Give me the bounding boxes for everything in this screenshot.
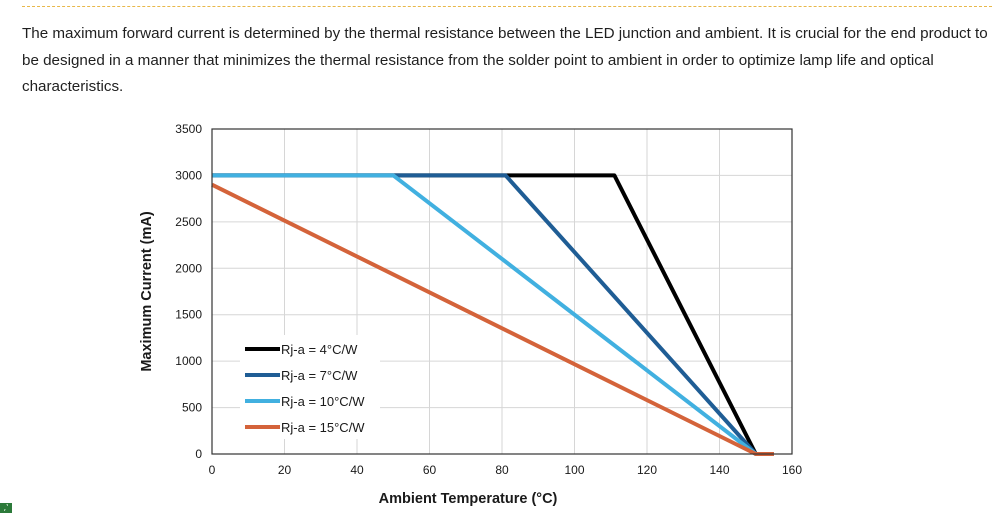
top-divider <box>22 6 992 7</box>
plot-frame <box>211 128 793 455</box>
x-tick-label: 160 <box>782 463 802 477</box>
x-tick-label: 80 <box>495 463 509 477</box>
x-tick-label: 140 <box>709 463 729 477</box>
y-tick-label: 0 <box>195 447 202 461</box>
x-tick-label: 100 <box>564 463 584 477</box>
legend-label: Rj-a = 15°C/W <box>281 420 365 435</box>
intro-paragraph: The maximum forward current is determine… <box>22 25 988 95</box>
x-tick-label: 120 <box>637 463 657 477</box>
y-tick-label: 1500 <box>175 308 202 322</box>
y-tick-label: 1000 <box>175 354 202 368</box>
corner-badge: ‚‛ <box>0 503 12 513</box>
x-axis-title: Ambient Temperature (°C) <box>379 491 558 507</box>
legend-label: Rj-a = 4°C/W <box>281 342 358 357</box>
y-tick-label: 2500 <box>175 215 202 229</box>
x-tick-label: 40 <box>350 463 364 477</box>
legend-label: Rj-a = 10°C/W <box>281 394 365 409</box>
x-tick-label: 20 <box>278 463 292 477</box>
x-tick-label: 0 <box>209 463 216 477</box>
y-tick-label: 3000 <box>175 168 202 182</box>
legend-box <box>240 335 380 439</box>
y-tick-label: 2000 <box>175 261 202 275</box>
y-tick-label: 500 <box>182 401 202 415</box>
x-tick-label: 60 <box>423 463 437 477</box>
y-axis-title: Maximum Current (mA) <box>139 211 155 371</box>
legend-label: Rj-a = 7°C/W <box>281 368 358 383</box>
y-tick-label: 3500 <box>175 122 202 136</box>
